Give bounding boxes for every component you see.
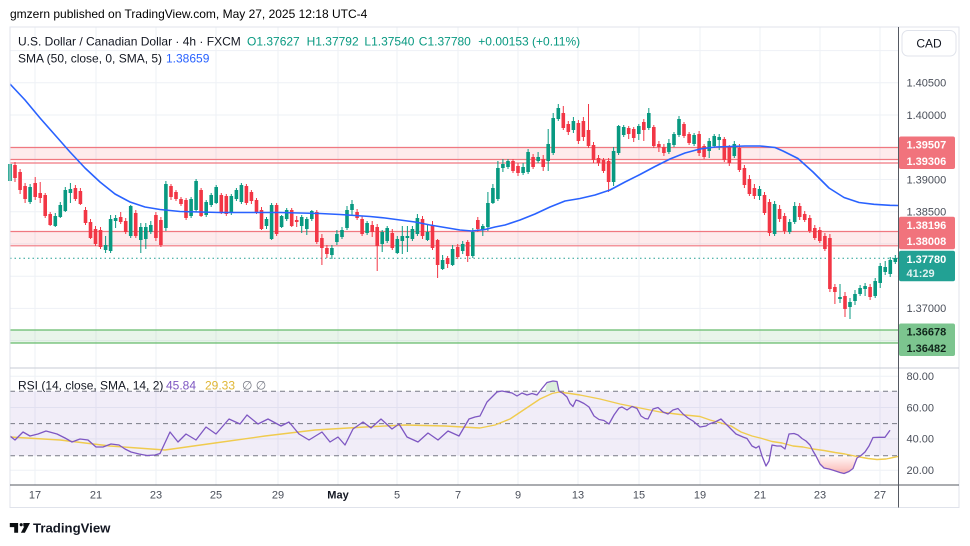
svg-text:U.S. Dollar / Canadian Dollar: U.S. Dollar / Canadian Dollar · 4h · FXC… (18, 35, 241, 49)
svg-text:29.33: 29.33 (205, 378, 235, 392)
svg-text:H1.37792: H1.37792 (307, 35, 359, 49)
svg-text:21: 21 (754, 490, 766, 502)
svg-text:1.38659: 1.38659 (166, 51, 210, 65)
svg-text:1.36482: 1.36482 (907, 343, 947, 355)
svg-text:1.36678: 1.36678 (907, 327, 947, 339)
svg-text:13: 13 (572, 490, 584, 502)
svg-text:RSI (14, close, SMA, 14, 2): RSI (14, close, SMA, 14, 2) (18, 378, 163, 392)
svg-text:29: 29 (272, 490, 284, 502)
svg-text:17: 17 (29, 490, 41, 502)
svg-text:23: 23 (814, 490, 826, 502)
svg-text:45.84: 45.84 (166, 378, 196, 392)
svg-text:23: 23 (150, 490, 162, 502)
svg-text:7: 7 (455, 490, 461, 502)
svg-text:27: 27 (874, 490, 886, 502)
svg-text:41:29: 41:29 (907, 268, 935, 280)
svg-text:1.38196: 1.38196 (907, 220, 947, 232)
svg-text:SMA (50, close, 0, SMA, 5): SMA (50, close, 0, SMA, 5) (18, 51, 162, 65)
svg-text:15: 15 (633, 490, 645, 502)
svg-text:1.39507: 1.39507 (907, 140, 947, 152)
svg-text:O1.37627: O1.37627 (247, 35, 300, 49)
svg-text:21: 21 (90, 490, 102, 502)
svg-text:+0.00153 (+0.11%): +0.00153 (+0.11%) (478, 35, 580, 49)
svg-text:∅ ∅: ∅ ∅ (242, 378, 266, 392)
svg-text:1.39000: 1.39000 (907, 174, 947, 186)
svg-text:5: 5 (394, 490, 400, 502)
svg-text:1.40500: 1.40500 (907, 78, 947, 90)
svg-text:1.37780: 1.37780 (907, 254, 947, 266)
svg-text:40.00: 40.00 (907, 434, 935, 446)
svg-text:19: 19 (694, 490, 706, 502)
svg-text:TradingView: TradingView (33, 521, 111, 536)
svg-text:May: May (327, 490, 349, 502)
svg-text:CAD: CAD (916, 37, 942, 51)
svg-text:1.38008: 1.38008 (907, 236, 947, 248)
svg-text:1.38500: 1.38500 (907, 207, 947, 219)
svg-text:1.39306: 1.39306 (907, 156, 947, 168)
svg-text:25: 25 (210, 490, 222, 502)
svg-text:1.40000: 1.40000 (907, 110, 947, 122)
svg-text:L1.37540: L1.37540 (364, 35, 414, 49)
svg-text:C1.37780: C1.37780 (419, 35, 471, 49)
svg-text:9: 9 (515, 490, 521, 502)
svg-text:20.00: 20.00 (907, 465, 935, 477)
svg-text:60.00: 60.00 (907, 402, 935, 414)
svg-text:gmzern published on TradingVie: gmzern published on TradingView.com, May… (10, 7, 368, 21)
svg-text:80.00: 80.00 (907, 371, 935, 383)
svg-text:1.37000: 1.37000 (907, 303, 947, 315)
